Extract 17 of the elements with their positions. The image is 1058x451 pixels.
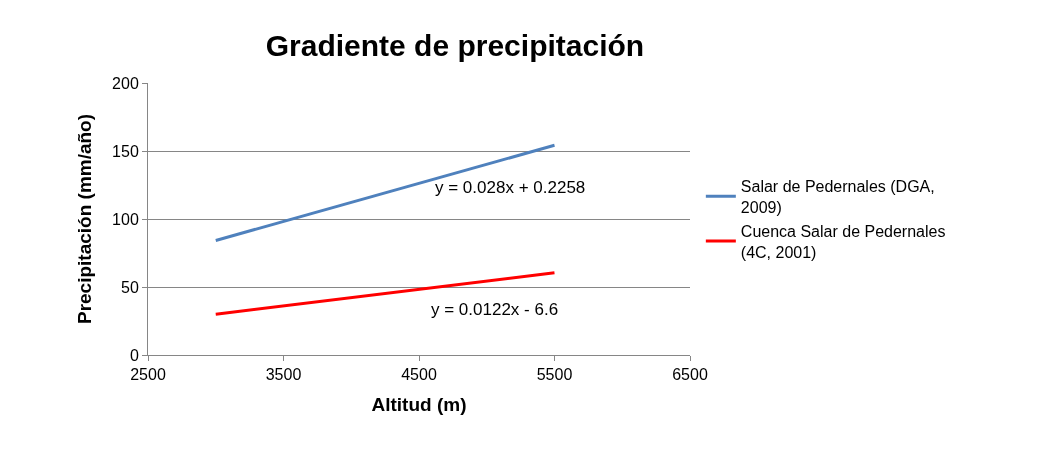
x-tick-label: 3500	[265, 366, 302, 384]
legend-label: Salar de Pedernales (DGA, 2009)	[740, 178, 935, 216]
y-tick-label: 150	[112, 142, 139, 160]
y-tick-label: 200	[112, 74, 139, 92]
y-axis-title: Precipitación (mm/año)	[73, 113, 95, 325]
x-tick-label: 5500	[536, 366, 573, 384]
annotation: y = 0.0122x - 6.6	[431, 300, 559, 319]
y-tick-label: 0	[129, 346, 139, 364]
x-axis-title: Altitud (m)	[371, 394, 467, 415]
y-tick-label: 100	[112, 210, 139, 228]
legend-label: Cuenca Salar de Pedernales (4C, 2001)	[740, 222, 946, 261]
y-tick-label: 50	[121, 278, 139, 296]
x-tick-label: 2500	[130, 366, 166, 384]
annotation: y = 0.028x + 0.2258	[435, 178, 586, 197]
chart-title: Gradiente de precipitación	[265, 28, 645, 62]
x-tick-label: 6500	[672, 366, 708, 384]
x-tick-label: 4500	[401, 366, 437, 384]
